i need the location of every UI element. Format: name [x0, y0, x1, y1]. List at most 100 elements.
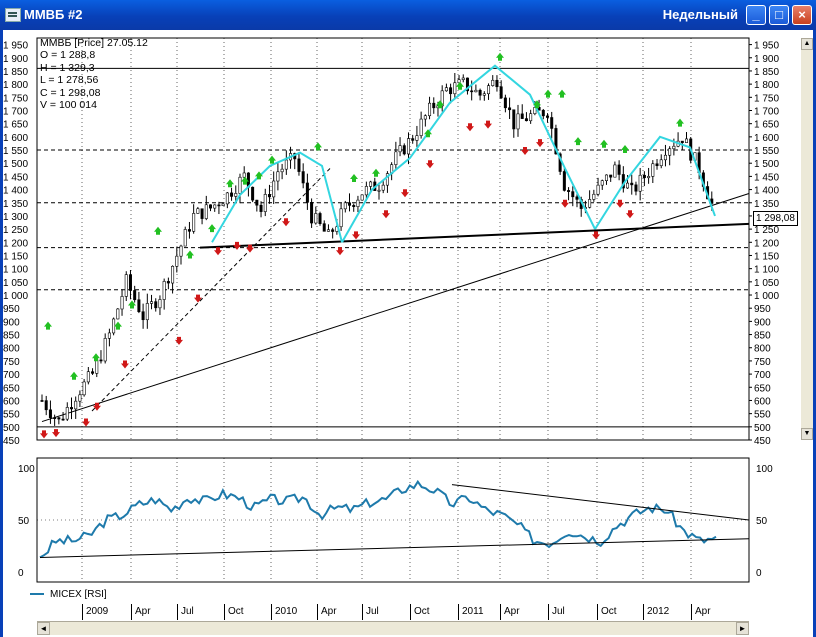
price-bar [204, 195, 208, 221]
down-arrow-icon [592, 231, 600, 240]
arc-curve [341, 64, 596, 243]
arc-overlay [211, 64, 716, 243]
price-bar [234, 185, 238, 202]
price-bar [238, 173, 242, 204]
price-bar [150, 294, 154, 310]
date-tick [548, 604, 549, 620]
minimize-button[interactable]: _ [746, 5, 766, 25]
date-axis-label: Apr [321, 606, 337, 617]
price-bar [99, 350, 103, 364]
scroll-down-icon[interactable]: ▼ [801, 428, 813, 440]
up-arrow-icon [255, 171, 263, 180]
price-tick-label: 750 [3, 357, 20, 368]
price-tick-label: 1 400 [3, 186, 28, 197]
price-bar [642, 171, 646, 187]
price-bar [499, 80, 503, 99]
title-bar: ММВБ #2 Недельный _ □ × [0, 0, 816, 30]
price-scrollbar[interactable]: ▲ ▼ [801, 38, 813, 440]
price-tick-label: 700 [754, 370, 771, 381]
down-arrow-icon [536, 139, 544, 148]
date-axis-label: Apr [504, 606, 520, 617]
price-bar [154, 298, 158, 312]
scroll-right-icon[interactable]: ► [736, 622, 749, 635]
date-axis-label: Oct [601, 606, 617, 617]
price-bar [259, 201, 263, 218]
up-arrow-icon [314, 142, 322, 151]
date-axis-label: Jul [181, 606, 194, 617]
price-bar [326, 224, 330, 232]
rsi-resistance-line [451, 484, 750, 521]
price-bar [381, 179, 385, 194]
date-tick [131, 604, 132, 620]
price-tick-label: 1 600 [754, 133, 779, 144]
scroll-up-icon[interactable]: ▲ [801, 38, 813, 50]
date-axis-label: 2010 [275, 606, 298, 617]
date-axis: 2009 Apr Jul Oct 2010 Apr Jul Oct 2011 Apr Jul Oct 2… [37, 604, 749, 620]
price-bar [659, 154, 663, 169]
price-bars [40, 73, 714, 426]
price-bar [508, 97, 512, 119]
up-arrow-icon [574, 137, 582, 146]
price-tick-label: 1 950 [754, 41, 779, 52]
up-arrow-icon [424, 129, 432, 138]
price-bar [680, 140, 684, 151]
price-axis-right: 1 950 1 900 1 850 1 800 1 750 1 700 1 650 1 600… [749, 41, 779, 447]
price-bar [44, 395, 48, 416]
horizontal-scrollbar[interactable]: ◄ ► [37, 621, 749, 635]
price-bar [503, 94, 507, 113]
up-arrow-icon [600, 139, 608, 148]
down-arrow-icon [246, 244, 254, 253]
rsi-tick-label: 0 [756, 568, 762, 579]
header-low: L = 1 278,56 [40, 74, 99, 87]
rsi-support-line [39, 538, 750, 558]
up-arrow-icon [44, 321, 52, 330]
down-arrow-icon [484, 120, 492, 129]
price-bar [230, 187, 234, 201]
scroll-left-icon[interactable]: ◄ [37, 622, 50, 635]
price-bar [550, 111, 554, 139]
price-bar [348, 193, 352, 212]
price-bar [402, 143, 406, 156]
price-bar [280, 163, 284, 180]
price-tick-label: 1 800 [3, 80, 28, 91]
price-tick-label: 1 350 [754, 199, 779, 210]
price-bar [369, 180, 373, 191]
price-bar [175, 246, 179, 273]
down-arrow-icon [401, 189, 409, 198]
price-bar [655, 159, 659, 170]
price-bar [398, 137, 402, 157]
price-bar [647, 167, 651, 184]
rsi-tick-label: 50 [18, 516, 30, 527]
price-bar [651, 160, 655, 183]
price-bar [86, 366, 90, 385]
price-bar [609, 174, 613, 182]
price-bar [78, 390, 82, 407]
last-price-label: 1 298,08 [753, 211, 798, 226]
price-tick-label: 1 100 [754, 265, 779, 276]
price-tick-label: 900 [754, 317, 771, 328]
price-bar [305, 173, 309, 210]
up-arrow-icon [372, 168, 380, 177]
price-panel-frame [36, 37, 750, 441]
up-arrow-icon [128, 300, 136, 309]
price-tick-label: 650 [3, 383, 20, 394]
horizontal-levels [37, 67, 749, 428]
price-bar [352, 203, 356, 212]
price-bar [512, 109, 516, 138]
rsi-line [39, 479, 717, 559]
date-tick [271, 604, 272, 620]
down-arrow-icon [561, 199, 569, 208]
price-bar [516, 104, 520, 137]
maximize-button[interactable]: □ [769, 5, 789, 25]
price-bar [520, 104, 524, 119]
price-bar [575, 193, 579, 208]
close-button[interactable]: × [792, 5, 812, 25]
date-axis-label: 2011 [462, 606, 484, 617]
down-arrow-icon [194, 294, 202, 303]
price-tick-label: 1 600 [3, 133, 28, 144]
up-arrow-icon [621, 145, 629, 154]
price-tick-label: 1 850 [754, 67, 779, 78]
price-bar [40, 394, 44, 402]
price-bar [465, 77, 469, 95]
price-tick-label: 1 550 [754, 146, 779, 157]
